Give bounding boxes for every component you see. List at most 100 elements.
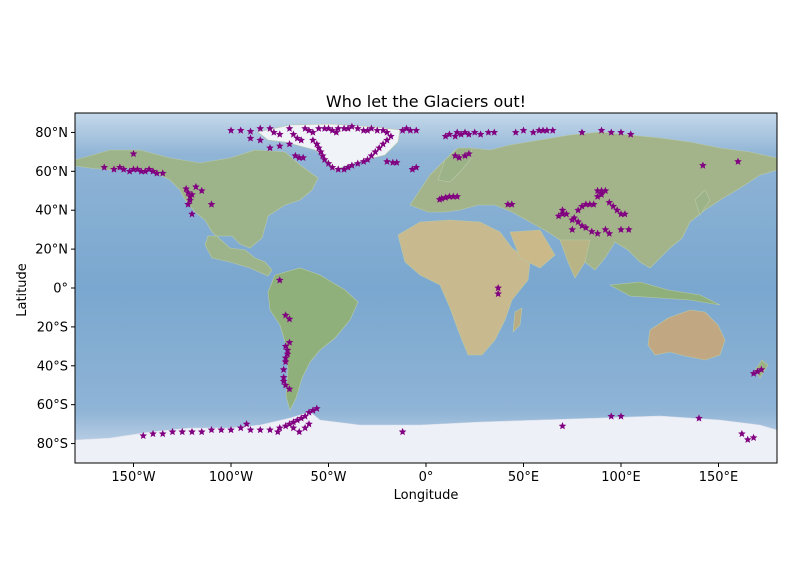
glacier-marker <box>309 128 317 136</box>
glacier-marker <box>461 151 469 160</box>
glacier-marker <box>383 136 391 144</box>
glacier-marker <box>285 420 294 428</box>
glacier-marker <box>457 130 465 138</box>
glacier-marker <box>197 186 206 195</box>
glacier-marker <box>494 289 502 298</box>
glacier-marker <box>597 186 606 195</box>
glacier-marker <box>587 227 596 235</box>
y-tick-label: 80°N <box>35 126 68 141</box>
glacier-marker <box>279 373 288 381</box>
glacier-marker <box>275 130 284 138</box>
glacier-marker <box>359 126 368 134</box>
glacier-marker <box>293 416 302 424</box>
glacier-marker <box>305 420 313 428</box>
glacier-marker <box>283 346 292 354</box>
glacier-marker <box>574 217 582 226</box>
glacier-marker <box>266 124 274 132</box>
y-tick-label: 20°N <box>35 243 68 258</box>
glacier-marker <box>398 427 407 436</box>
glacier-marker <box>153 169 161 177</box>
glacier-marker <box>340 165 348 173</box>
glacier-marker <box>270 128 278 136</box>
y-tick-label: 40°N <box>35 204 68 219</box>
glacier-marker <box>125 167 134 175</box>
glacier-marker <box>297 414 305 422</box>
glacier-marker <box>601 225 610 233</box>
glacier-marker <box>597 126 606 134</box>
glacier-marker <box>749 369 758 377</box>
glacier-marker <box>504 200 512 208</box>
glacier-marker <box>582 200 590 208</box>
glacier-marker <box>625 225 633 233</box>
glacier-marker <box>309 406 317 414</box>
y-axis-ticks: 80°N 60°N 40°N 20°N 0° 20°S 40°S 60°S 80°S <box>35 126 75 452</box>
glacier-marker <box>149 429 157 438</box>
glacier-marker <box>316 147 325 156</box>
glacier-marker <box>408 165 417 173</box>
glacier-marker <box>626 130 635 138</box>
glacier-marker <box>465 130 473 138</box>
glacier-marker <box>279 365 288 373</box>
chart-title: Who let the Glaciers out! <box>326 92 526 111</box>
glacier-marker <box>617 412 625 420</box>
glacier-marker <box>281 357 290 366</box>
glacier-marker <box>266 425 274 434</box>
glacier-marker <box>141 167 149 175</box>
glacier-marker <box>605 198 614 206</box>
glacier-marker <box>256 425 265 434</box>
y-tick-label: 0° <box>53 282 68 297</box>
glacier-marker <box>535 126 543 134</box>
glacier-marker <box>371 147 380 156</box>
glacier-marker <box>455 153 463 161</box>
glacier-marker <box>367 124 376 132</box>
glacier-marker <box>137 167 146 175</box>
india-land <box>559 239 591 279</box>
africa-land <box>397 219 531 356</box>
glacier-marker <box>281 381 290 389</box>
glacier-marker <box>334 124 343 132</box>
glacier-marker <box>359 157 368 165</box>
glacier-marker <box>749 433 758 441</box>
glacier-marker <box>617 210 625 218</box>
glacier-marker <box>119 165 128 173</box>
glacier-marker <box>297 136 305 144</box>
glacier-marker <box>593 192 602 200</box>
glacier-marker <box>246 127 255 135</box>
glacier-marker <box>158 169 167 177</box>
glacier-marker <box>129 165 138 173</box>
glacier-marker <box>246 134 255 142</box>
glacier-marker <box>743 435 752 443</box>
glacier-marker <box>305 408 313 416</box>
glacier-marker <box>274 427 282 436</box>
glacier-marker <box>295 153 304 161</box>
glacier-marker <box>110 165 118 173</box>
glacier-marker <box>508 200 516 208</box>
x-tick-label: 100°E <box>601 470 641 485</box>
glacier-marker <box>188 210 196 218</box>
glacier-marker <box>192 182 200 191</box>
map-area <box>75 113 777 463</box>
glacier-marker <box>344 124 352 132</box>
glacier-marker <box>593 229 602 237</box>
glacier-marker <box>285 315 294 323</box>
glacier-marker <box>188 427 196 436</box>
glacier-marker <box>387 132 395 140</box>
glacier-marker <box>309 136 317 144</box>
south-america-land <box>267 267 359 411</box>
glacier-marker <box>373 126 382 134</box>
x-tick-label: 50°E <box>508 470 539 485</box>
glacier-marker <box>617 225 625 233</box>
glacier-marker <box>246 425 255 434</box>
glacier-marker <box>227 126 235 134</box>
north-america-land <box>75 149 319 277</box>
glacier-marker <box>256 136 265 144</box>
glacier-marker <box>451 132 460 140</box>
indonesia-land <box>609 281 721 306</box>
glacier-marker <box>353 159 362 167</box>
x-tick-label: 100°W <box>209 470 253 485</box>
glacier-marker <box>318 151 327 160</box>
y-axis-label: Latitude <box>15 263 30 317</box>
glacier-marker <box>519 126 528 134</box>
x-tick-label: 50°W <box>311 470 347 485</box>
